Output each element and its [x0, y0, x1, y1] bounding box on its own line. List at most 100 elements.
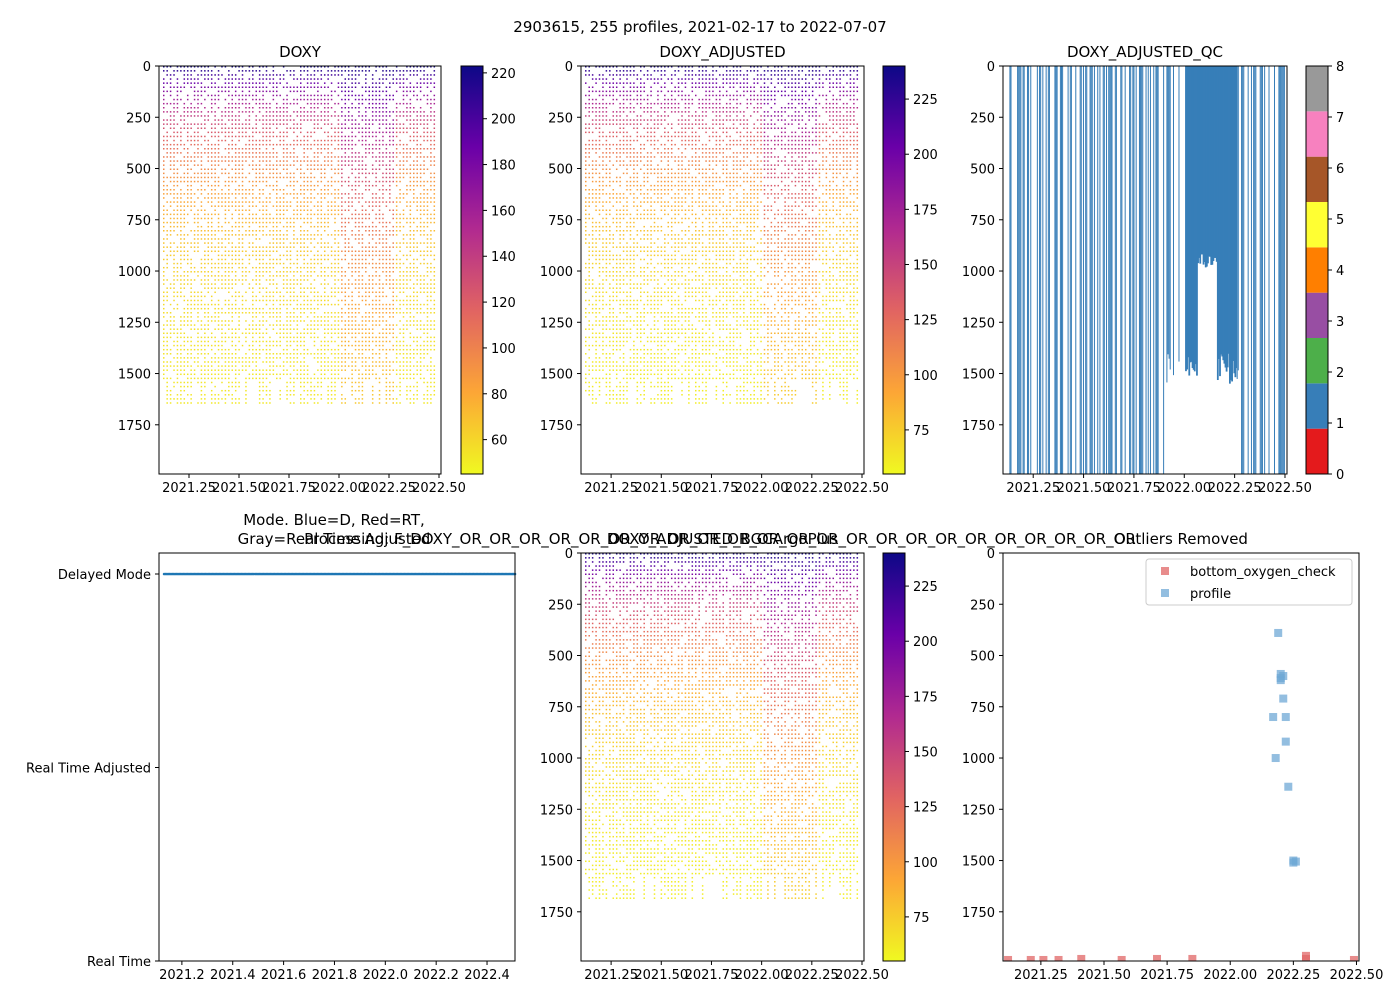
data-point [358, 291, 360, 294]
data-point [200, 205, 203, 207]
data-point [389, 168, 391, 171]
data-point [300, 225, 302, 228]
data-point [176, 70, 179, 72]
data-point [282, 201, 285, 203]
data-point [190, 66, 192, 68]
data-point [207, 361, 210, 363]
data-point [166, 90, 168, 93]
data-point [234, 336, 237, 339]
data-point [330, 143, 333, 146]
data-point [351, 197, 353, 199]
data-point [347, 353, 350, 355]
data-point [317, 123, 319, 125]
data-point [330, 160, 333, 162]
data-point [334, 385, 336, 388]
data-point [430, 246, 432, 248]
data-point [320, 168, 323, 171]
data-point [200, 66, 203, 68]
data-point [320, 348, 323, 351]
data-point [217, 148, 220, 150]
data-point [399, 230, 401, 232]
data-point [310, 299, 312, 302]
data-point [293, 225, 295, 228]
data-point [361, 324, 364, 326]
data-point [382, 131, 384, 134]
data-point [245, 353, 247, 355]
data-point [221, 172, 223, 175]
data-point [252, 369, 254, 371]
data-point [238, 279, 240, 281]
data-point [409, 242, 412, 244]
data-point [238, 316, 240, 318]
data-point [183, 271, 186, 273]
data-point [269, 291, 271, 294]
data-point [300, 250, 302, 253]
data-point [368, 262, 370, 265]
data-point [354, 135, 357, 138]
data-point [389, 246, 391, 248]
data-point [430, 139, 432, 142]
data-point [293, 172, 295, 175]
data-point [269, 246, 271, 248]
data-point [395, 225, 398, 228]
data-point [354, 332, 357, 335]
data-point [351, 160, 353, 162]
data-point [354, 361, 357, 363]
data-point [221, 115, 223, 117]
data-point [241, 361, 244, 363]
data-point [378, 299, 381, 302]
data-point [371, 119, 374, 121]
data-point [241, 184, 244, 187]
data-point [279, 353, 281, 355]
data-point [423, 156, 425, 158]
data-point [399, 86, 401, 89]
data-point [279, 119, 281, 121]
data-point [228, 189, 230, 191]
data-point [190, 189, 192, 191]
data-point [214, 102, 216, 105]
data-point [214, 398, 216, 400]
data-point [392, 143, 394, 146]
data-point [248, 234, 251, 236]
data-point [385, 221, 388, 224]
data-point [176, 381, 179, 384]
data-point [190, 369, 192, 371]
data-point [258, 299, 261, 302]
data-point [402, 98, 405, 101]
data-point [416, 66, 418, 68]
data-point [430, 373, 432, 376]
data-point [341, 365, 343, 367]
data-point [378, 357, 381, 359]
data-point [289, 312, 292, 314]
data-point [378, 262, 381, 265]
data-point [300, 176, 302, 179]
data-point [317, 291, 319, 294]
data-point [382, 189, 384, 191]
data-point [310, 398, 312, 400]
data-point [419, 279, 422, 281]
data-point [409, 82, 412, 84]
data-point [317, 201, 319, 203]
data-point [197, 332, 199, 335]
data-point [173, 98, 175, 101]
data-point [228, 348, 230, 351]
data-point [166, 119, 168, 121]
data-point [402, 353, 405, 355]
data-point [426, 344, 429, 347]
data-point [258, 168, 261, 171]
x-tick-label: 2021.75 [262, 481, 316, 496]
data-point [334, 115, 336, 117]
data-point [334, 398, 336, 400]
data-point [430, 283, 432, 285]
data-point [395, 279, 398, 281]
data-point [430, 398, 432, 400]
data-point [296, 307, 299, 310]
data-point [200, 324, 203, 326]
data-point [279, 295, 281, 298]
data-point [300, 234, 302, 236]
data-point [351, 123, 353, 125]
data-point [265, 78, 268, 80]
data-point [306, 78, 309, 80]
data-point [334, 324, 336, 326]
data-point [276, 287, 278, 289]
